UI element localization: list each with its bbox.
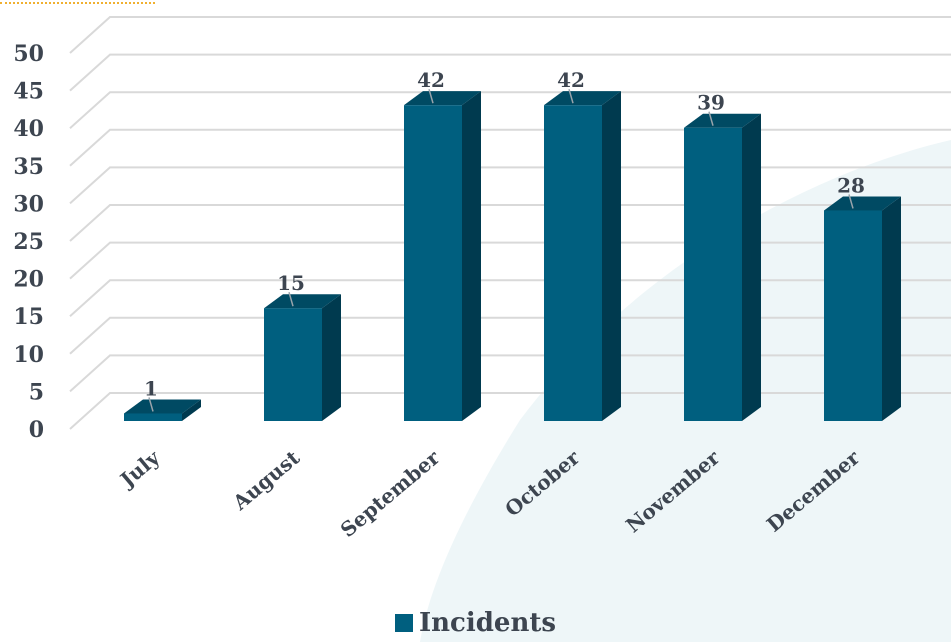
y-tick-label: 50 — [13, 41, 44, 67]
bar-december — [824, 196, 901, 421]
legend-label: Incidents — [418, 608, 557, 638]
x-tick-label: July — [114, 445, 165, 493]
data-label: 39 — [697, 91, 725, 115]
bar-side — [182, 399, 201, 421]
y-tick-label: 15 — [13, 304, 44, 330]
bar-october — [544, 91, 621, 421]
y-tick-label: 0 — [29, 417, 44, 443]
y-tick-label: 30 — [13, 191, 44, 217]
bars: 1 15 42 42 39 28 — [124, 68, 901, 421]
data-label-leader — [428, 88, 434, 104]
bar-top — [124, 399, 201, 414]
gridline — [69, 392, 951, 430]
gridline — [69, 16, 951, 54]
data-label: 42 — [557, 68, 585, 92]
gridline — [69, 128, 951, 167]
data-label-leader — [568, 88, 574, 104]
data-label: 15 — [277, 271, 305, 295]
bar-front — [404, 105, 462, 421]
grid-lines — [69, 16, 951, 430]
data-label: 42 — [417, 68, 445, 92]
x-tick-label: August — [227, 445, 304, 515]
bar-top — [404, 91, 481, 106]
gridline — [69, 91, 951, 129]
y-axis-ticks: 0 5 10 15 20 25 30 35 40 45 50 — [13, 41, 44, 443]
y-tick-label: 45 — [13, 79, 44, 105]
legend: Incidents — [0, 608, 951, 638]
gridline — [69, 166, 951, 205]
bar-front — [684, 127, 742, 421]
legend-swatch — [394, 614, 413, 632]
gridline — [69, 354, 951, 393]
gridline — [69, 241, 951, 280]
bar-side — [462, 91, 481, 421]
bar-top — [824, 196, 901, 211]
bar-side — [742, 113, 761, 421]
bar-side — [882, 196, 901, 421]
y-tick-label: 10 — [13, 342, 44, 368]
data-label-leader — [148, 397, 154, 412]
bar-top — [684, 113, 761, 128]
bar-front — [544, 105, 602, 421]
y-tick-label: 40 — [13, 116, 44, 142]
bar-november — [684, 113, 761, 421]
bar-front — [124, 413, 182, 421]
bar-top — [264, 294, 341, 309]
data-label-leader — [288, 291, 294, 307]
gridline — [69, 316, 951, 355]
x-tick-label: September — [336, 445, 445, 542]
y-tick-label: 35 — [13, 154, 44, 180]
bar-front — [264, 308, 322, 421]
decorative-dotted-line — [0, 2, 155, 10]
y-tick-label: 5 — [29, 379, 44, 405]
gridline — [69, 279, 951, 317]
bar-front — [824, 210, 882, 421]
data-label: 28 — [837, 173, 865, 197]
bar-august — [264, 294, 341, 421]
data-label: 1 — [144, 376, 158, 400]
data-label-leader — [848, 194, 854, 209]
bar-september — [404, 91, 481, 421]
bar-side — [602, 91, 621, 421]
bar-top — [544, 91, 621, 106]
data-label-leader — [708, 111, 714, 126]
y-tick-label: 25 — [13, 229, 44, 255]
y-tick-label: 20 — [13, 267, 44, 293]
gridline — [69, 204, 951, 242]
bar-july — [124, 399, 201, 421]
gridline — [69, 53, 951, 92]
bar-side — [322, 294, 341, 421]
